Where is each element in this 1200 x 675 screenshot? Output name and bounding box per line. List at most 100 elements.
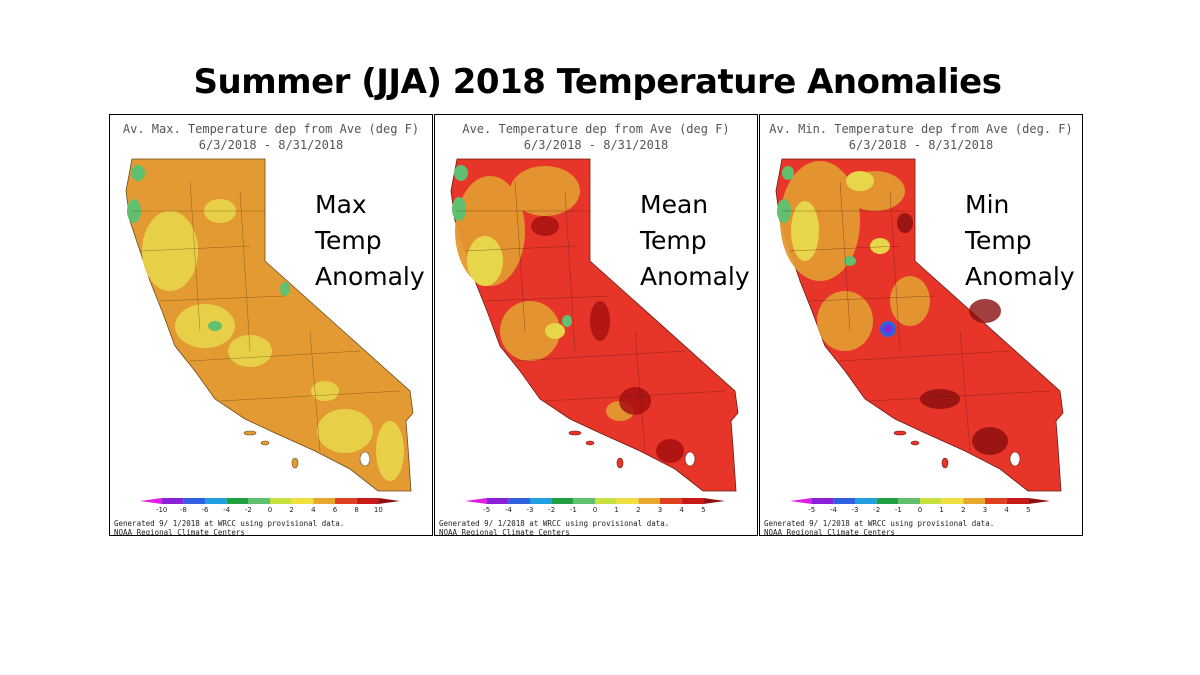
salton-sea <box>684 451 696 467</box>
legend-swatch <box>226 498 249 504</box>
label-line-2: Temp <box>965 226 1032 255</box>
label-line-1: Mean <box>640 190 709 219</box>
legend-swatch <box>270 498 292 504</box>
legend-swatch <box>378 498 400 504</box>
legend-tick-label: 0 <box>593 506 597 513</box>
credit-generated: Generated 9/ 1/2018 at WRCC using provis… <box>439 519 670 528</box>
label-line-2: Temp <box>315 226 382 255</box>
legend-tick-label: -4 <box>223 506 231 513</box>
legend-tick-label: -4 <box>505 506 513 513</box>
legend-tick-label: -1 <box>895 506 902 513</box>
map-label: Max Temp Anomaly <box>315 187 425 295</box>
county-lines <box>132 180 401 452</box>
legend-swatch <box>985 498 1007 504</box>
legend-swatch <box>963 498 985 504</box>
label-line-3: Anomaly <box>965 262 1075 291</box>
color-legend: -10 -8 -6 -4 -2 0 2 4 6 8 10 <box>140 498 400 513</box>
legend-tick-label: 0 <box>268 506 272 513</box>
legend-tick-label: 8 <box>354 506 358 513</box>
mean-temp-panel: Ave. Temperature dep from Ave (deg F) 6/… <box>434 114 758 536</box>
legend-swatch <box>1006 498 1029 504</box>
channel-islands <box>243 430 299 469</box>
min-temp-panel: Av. Min. Temperature dep from Ave (deg. … <box>759 114 1083 536</box>
county-lines <box>782 180 1051 452</box>
legend-tick-label: 2 <box>289 506 293 513</box>
legend-swatch <box>811 498 834 504</box>
legend-swatch <box>920 498 942 504</box>
label-line-1: Max <box>315 190 367 219</box>
color-legend: -5 -4 -3 -2 -1 0 1 2 3 4 5 <box>465 498 725 513</box>
warm-yellow-patches <box>467 236 565 339</box>
legend-swatch <box>205 498 227 504</box>
panel-date-range: 6/3/2018 - 8/31/2018 <box>848 138 994 152</box>
legend-tick-label: -2 <box>873 506 880 513</box>
panel-header: Av. Min. Temperature dep from Ave (deg. … <box>760 121 1082 153</box>
legend-tick-label: 1 <box>939 506 943 513</box>
label-line-3: Anomaly <box>640 262 750 291</box>
credit-source: NOAA Regional Climate Centers <box>764 528 895 536</box>
credit-generated: Generated 9/ 1/2018 at WRCC using provis… <box>114 519 345 528</box>
california-map <box>775 158 1064 492</box>
panel-date-range: 6/3/2018 - 8/31/2018 <box>198 138 344 152</box>
legend-swatch <box>595 498 617 504</box>
legend-swatch <box>161 498 184 504</box>
panel-header: Av. Max. Temperature dep from Ave (deg F… <box>110 121 432 153</box>
legend-swatch <box>638 498 660 504</box>
panel-title: Av. Max. Temperature dep from Ave (deg F… <box>122 122 420 136</box>
salton-sea <box>1009 451 1021 467</box>
max-temp-panel: Av. Max. Temperature dep from Ave (deg F… <box>109 114 433 536</box>
legend-tick-label: -5 <box>483 506 490 513</box>
legend-swatch <box>703 498 725 504</box>
panel-title: Ave. Temperature dep from Ave (deg F) <box>462 122 730 136</box>
legend-swatch <box>530 498 552 504</box>
legend-tick-label: -2 <box>548 506 555 513</box>
legend-swatch <box>335 498 357 504</box>
legend-tick-label: 3 <box>983 506 987 513</box>
cold-spot <box>880 321 896 337</box>
legend-swatch <box>508 498 530 504</box>
legend-tick-label: -10 <box>156 506 167 513</box>
legend-swatch <box>1028 498 1050 504</box>
legend-swatch <box>660 498 682 504</box>
color-legend: -5 -4 -3 -2 -1 0 1 2 3 4 5 <box>790 498 1050 513</box>
legend-tick-label: 5 <box>1026 506 1030 513</box>
legend-tick-label: -3 <box>527 506 534 513</box>
legend-tick-label: -5 <box>808 506 815 513</box>
panel-title: Av. Min. Temperature dep from Ave (deg. … <box>769 122 1073 136</box>
label-line-2: Temp <box>640 226 707 255</box>
legend-swatch <box>551 498 574 504</box>
california-map <box>450 158 739 492</box>
panel-header: Ave. Temperature dep from Ave (deg F) 6/… <box>435 121 757 153</box>
legend-swatch <box>183 498 205 504</box>
legend-swatch <box>941 498 964 504</box>
legend-tick-label: 4 <box>311 506 316 513</box>
salton-sea <box>359 451 371 467</box>
legend-tick-label: 3 <box>658 506 662 513</box>
cool-patches <box>127 165 290 331</box>
county-lines <box>457 180 726 452</box>
legend-swatch <box>616 498 639 504</box>
legend-swatch <box>573 498 595 504</box>
legend-swatch <box>465 498 487 504</box>
legend-swatch <box>790 498 812 504</box>
legend-tick-label: 2 <box>636 506 640 513</box>
label-line-1: Min <box>965 190 1010 219</box>
legend-tick-label: 4 <box>1004 506 1009 513</box>
legend-swatch <box>291 498 314 504</box>
legend-tick-label: 10 <box>374 506 383 513</box>
california-map <box>125 158 414 492</box>
warm-yellow-patches <box>791 171 890 261</box>
legend-tick-label: 1 <box>614 506 618 513</box>
legend-swatch <box>140 498 162 504</box>
panel-date-range: 6/3/2018 - 8/31/2018 <box>523 138 669 152</box>
slide-title: Summer (JJA) 2018 Temperature Anomalies <box>193 62 1002 102</box>
hot-patches <box>531 216 684 463</box>
legend-swatch <box>681 498 704 504</box>
legend-tick-label: 0 <box>918 506 922 513</box>
legend-tick-label: 5 <box>701 506 705 513</box>
legend-swatch <box>876 498 899 504</box>
hot-patches <box>897 213 1008 455</box>
legend-tick-label: 4 <box>679 506 684 513</box>
credit-generated: Generated 9/ 1/2018 at WRCC using provis… <box>764 519 995 528</box>
credit-source: NOAA Regional Climate Centers <box>439 528 570 536</box>
